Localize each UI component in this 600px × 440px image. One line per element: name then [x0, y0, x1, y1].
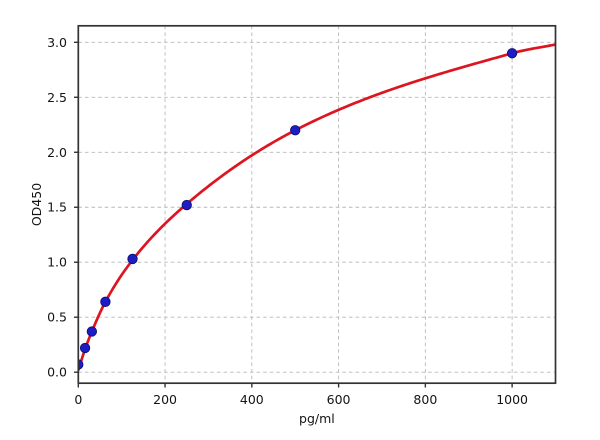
data-point	[100, 296, 111, 307]
y-tick-label: 0.0	[47, 365, 67, 380]
x-tick-label: 0	[74, 392, 82, 407]
grid-layer	[77, 25, 556, 384]
data-point	[290, 125, 301, 136]
axes-layer	[74, 24, 557, 388]
x-tick-label: 1000	[496, 392, 528, 407]
data-point	[506, 48, 518, 59]
series-layer	[78, 43, 556, 372]
y-tick-label: 2.5	[47, 90, 67, 105]
tick-label-layer: 0 200 400 600 800 1000 0.0 0.5 1.0 1.5 2.0 2.5 3.0	[47, 35, 528, 407]
data-point	[181, 199, 192, 211]
plot-border	[77, 24, 557, 385]
y-tick-label: 2.0	[47, 145, 67, 160]
y-tick-label: 0.5	[47, 310, 67, 325]
x-tick-label: 200	[153, 392, 177, 407]
y-tick-label: 1.5	[47, 200, 67, 215]
x-tick-label: 800	[413, 392, 437, 407]
x-axis-label: pg/ml	[299, 411, 335, 426]
y-axis-label: OD450	[29, 183, 44, 226]
y-tick-label: 3.0	[47, 35, 67, 50]
y-tick-label: 1.0	[47, 255, 67, 270]
data-point	[127, 253, 138, 265]
fit-curve	[78, 43, 556, 372]
x-tick-label: 400	[240, 392, 264, 407]
data-point	[79, 342, 91, 354]
data-point	[86, 326, 98, 337]
x-tick-label: 600	[327, 392, 351, 407]
